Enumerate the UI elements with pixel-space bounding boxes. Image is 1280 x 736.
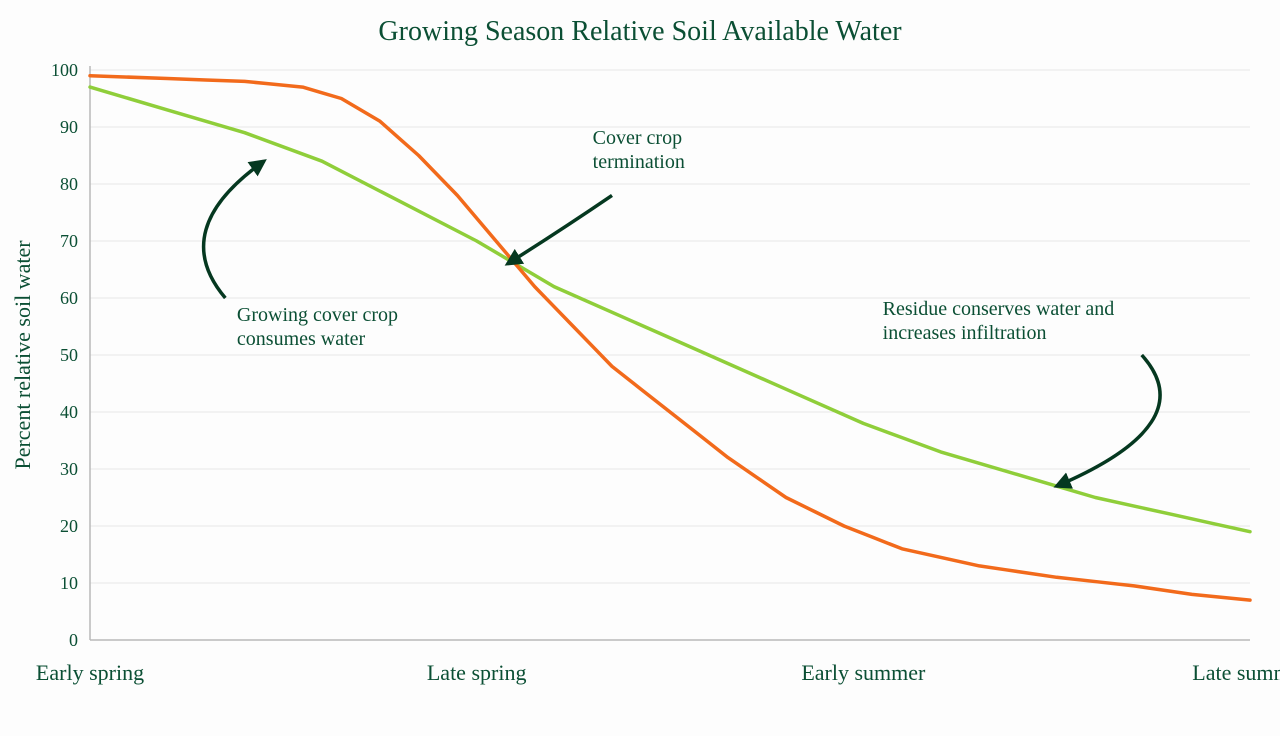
soil-water-chart: Growing Season Relative Soil Available W…	[0, 0, 1280, 736]
y-tick-label: 50	[60, 345, 78, 365]
annotation-text-termination: termination	[593, 151, 685, 173]
annotation-text-growing-consumes: consumes water	[237, 328, 366, 350]
x-tick-label: Late summer	[1192, 660, 1280, 685]
y-tick-label: 30	[60, 459, 78, 479]
chart-bg	[0, 0, 1280, 736]
y-tick-label: 10	[60, 573, 78, 593]
x-tick-label: Late spring	[427, 660, 527, 685]
chart-title: Growing Season Relative Soil Available W…	[378, 16, 902, 47]
y-tick-label: 60	[60, 288, 78, 308]
y-tick-label: 80	[60, 174, 78, 194]
y-tick-label: 70	[60, 231, 78, 251]
x-tick-label: Early summer	[801, 660, 926, 685]
annotation-text-residue-conserves: increases infiltration	[883, 322, 1047, 344]
annotation-text-residue-conserves: Residue conserves water and	[883, 298, 1115, 320]
y-tick-label: 90	[60, 117, 78, 137]
y-tick-label: 100	[51, 60, 78, 80]
x-tick-label: Early spring	[36, 660, 144, 685]
annotation-text-termination: Cover crop	[593, 127, 682, 149]
y-tick-label: 40	[60, 402, 78, 422]
y-axis-label: Percent relative soil water	[10, 240, 35, 470]
y-tick-label: 20	[60, 516, 78, 536]
y-tick-label: 0	[69, 630, 78, 650]
chart-svg: Growing Season Relative Soil Available W…	[0, 0, 1280, 736]
annotation-text-growing-consumes: Growing cover crop	[237, 304, 398, 326]
